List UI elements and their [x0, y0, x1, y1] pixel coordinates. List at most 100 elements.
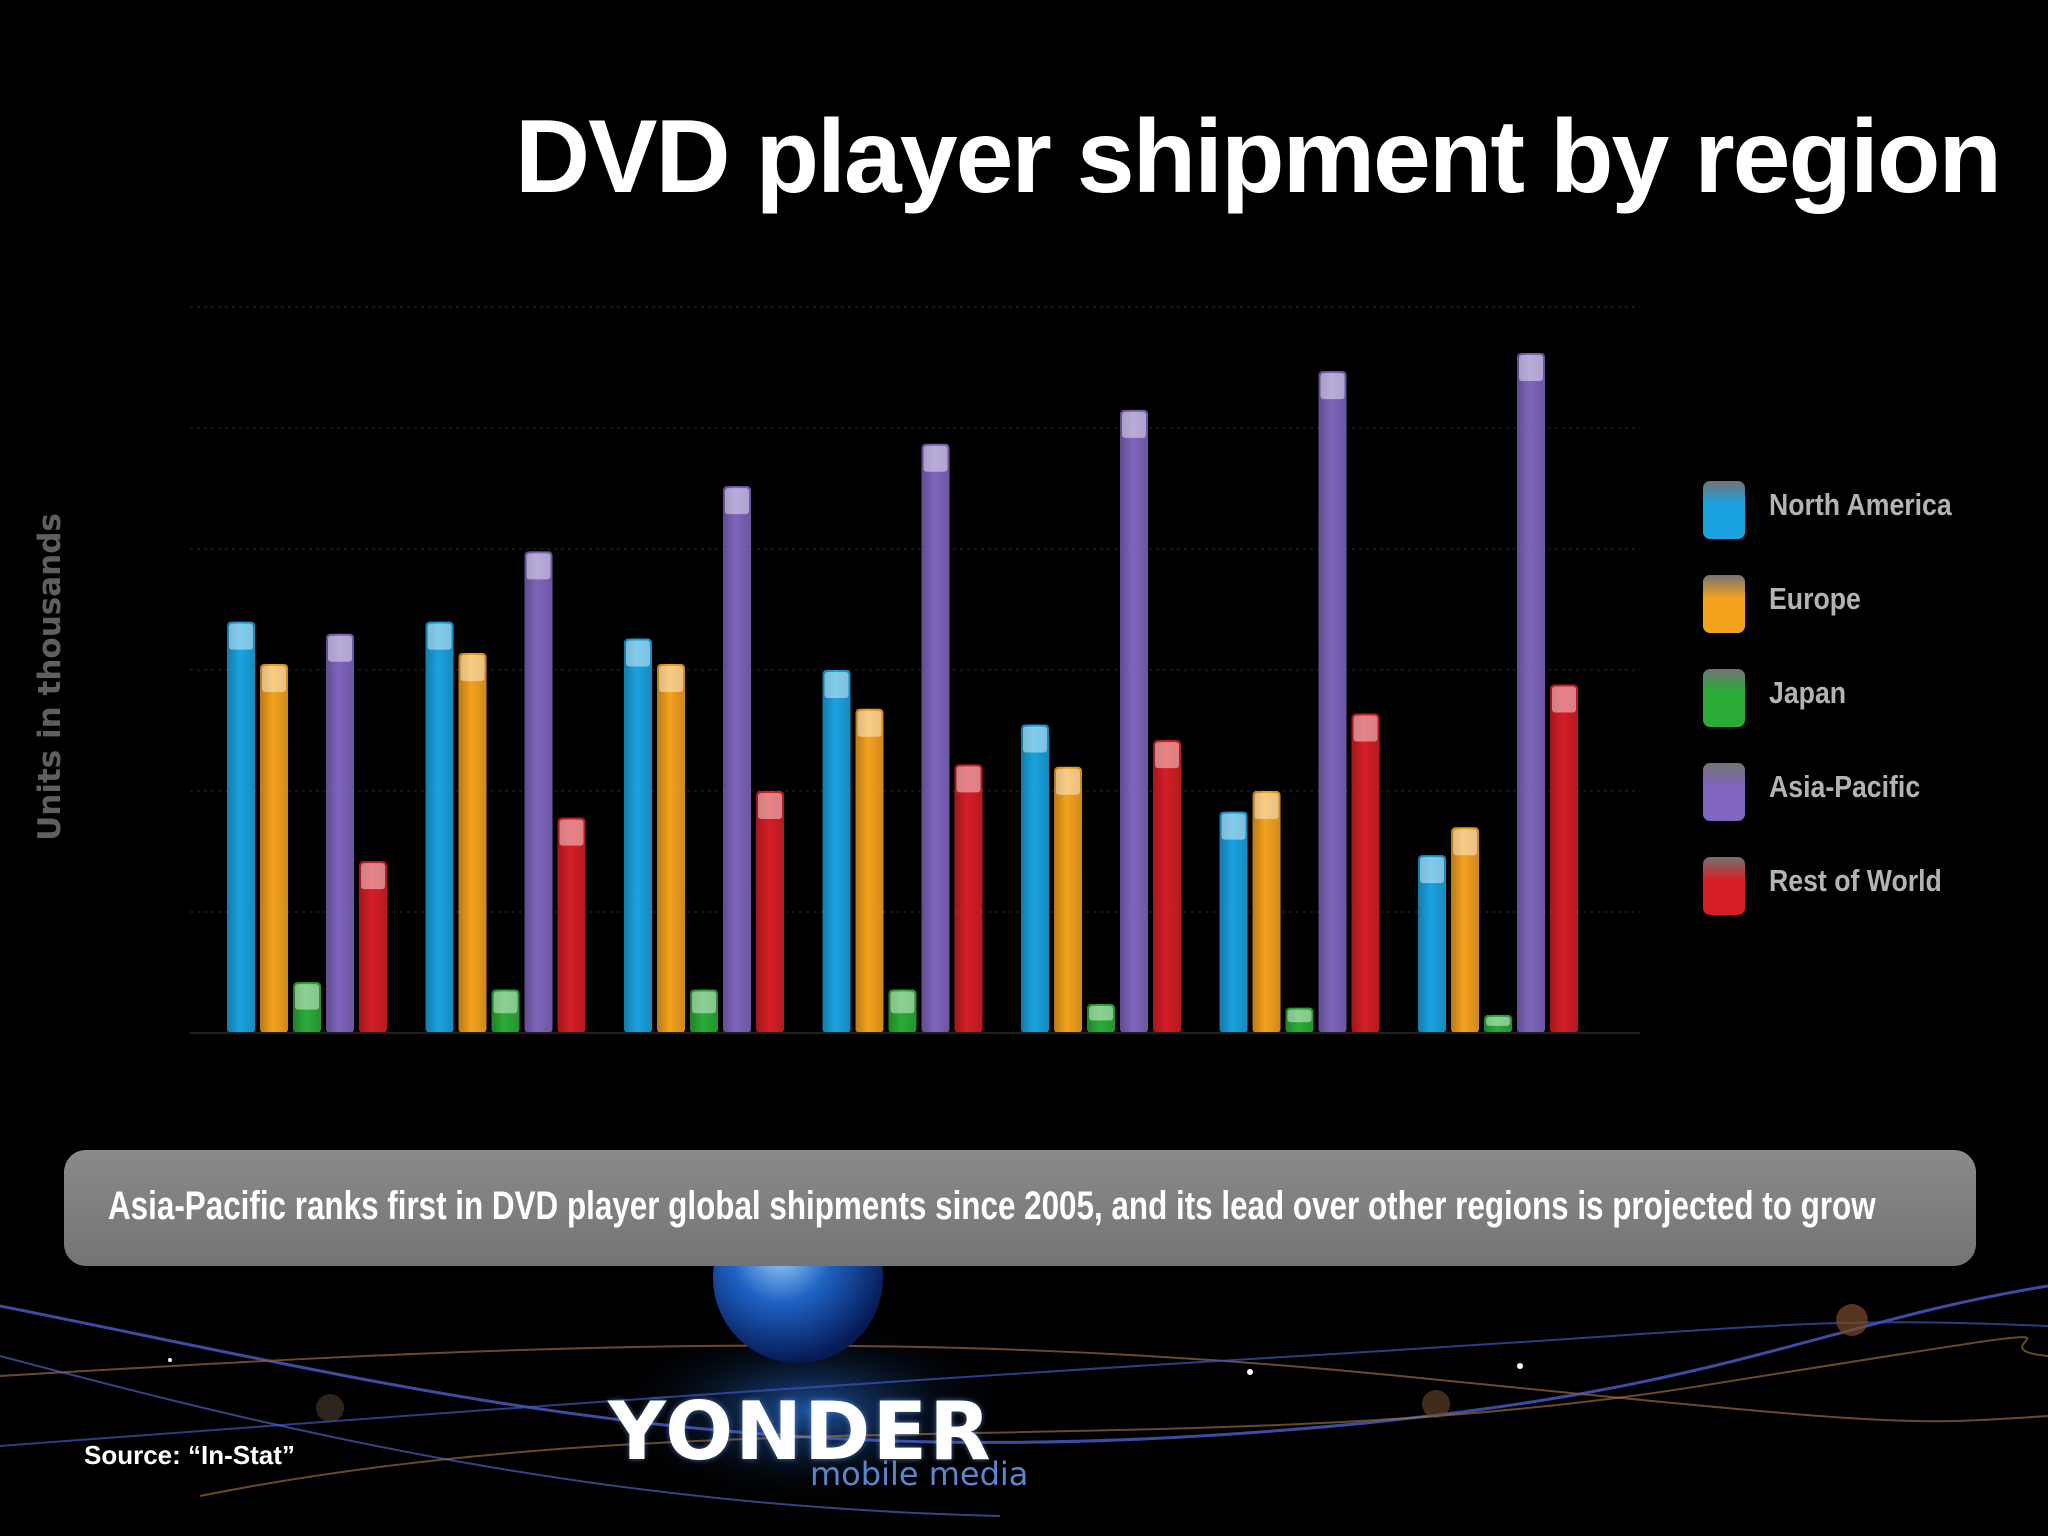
bar-highlight — [328, 635, 352, 662]
star-dot — [168, 1358, 172, 1362]
bar-highlight — [824, 672, 849, 698]
globe — [713, 1266, 883, 1363]
bar-asia-pacific — [1517, 352, 1545, 1034]
legend-swatch — [1703, 481, 1745, 539]
bar-highlight — [725, 488, 749, 515]
bar-highlight — [460, 655, 485, 682]
legend-swatch — [1703, 857, 1745, 915]
bar-japan — [1285, 1007, 1314, 1033]
bar-north-america — [1219, 811, 1248, 1033]
bar-highlight — [692, 991, 716, 1014]
bar-europe — [1451, 827, 1479, 1033]
bar-highlight — [1420, 857, 1444, 884]
bar-highlight — [1453, 829, 1477, 856]
bar-asia-pacific — [326, 633, 354, 1033]
bar-highlight — [1486, 1016, 1510, 1026]
callout-box: Asia-Pacific ranks first in DVD player g… — [64, 1150, 1976, 1266]
bar-japan — [1087, 1003, 1115, 1033]
bar-highlight — [1056, 768, 1080, 795]
swoosh-line — [199, 1336, 2048, 1497]
footer-decoration — [0, 1266, 2048, 1517]
bar-highlight — [1089, 1005, 1113, 1021]
bar-highlight — [229, 623, 253, 650]
bar-north-america — [1418, 855, 1446, 1033]
bar-europe — [260, 663, 288, 1033]
legend-swatch — [1703, 669, 1745, 727]
bar-asia-pacific — [524, 551, 553, 1033]
bar-north-america — [425, 621, 454, 1033]
bar-highlight — [427, 623, 452, 650]
y-axis-label: Units in thousands — [32, 513, 68, 841]
legend-label: Asia-Pacific — [1769, 769, 1921, 804]
legend-swatch — [1703, 575, 1745, 633]
bar-highlight — [559, 819, 584, 846]
bar-europe — [1054, 766, 1082, 1033]
bar-highlight — [361, 863, 385, 890]
bar-highlight — [526, 553, 551, 580]
callout-text: Asia-Pacific ranks first in DVD player g… — [108, 1184, 1876, 1228]
bar-rest-of-world — [1153, 740, 1181, 1033]
swoosh-line — [0, 1321, 2048, 1447]
yonder-logo: YONDER — [608, 1385, 993, 1478]
bar-asia-pacific — [1120, 409, 1148, 1034]
bars — [227, 352, 1578, 1034]
bar-rest-of-world — [1351, 713, 1380, 1033]
bar-japan — [1484, 1014, 1512, 1033]
bar-europe — [855, 708, 884, 1033]
source-note: Source: “In-Stat” — [84, 1440, 295, 1470]
star-dot — [1517, 1363, 1523, 1369]
star-dot — [1836, 1304, 1868, 1336]
bar-highlight — [1122, 411, 1146, 438]
bar-highlight — [1254, 793, 1279, 819]
bar-highlight — [262, 665, 286, 692]
bar-north-america — [822, 670, 851, 1033]
bar-europe — [1252, 791, 1281, 1033]
logo-tagline: mobile media — [810, 1455, 1029, 1493]
bar-highlight — [493, 991, 518, 1014]
bar-japan — [888, 989, 917, 1033]
legend-label: Rest of World — [1769, 863, 1942, 898]
bar-asia-pacific — [1318, 371, 1347, 1033]
star-dot — [1247, 1369, 1253, 1375]
bar-highlight — [1320, 373, 1345, 400]
legend-label: Europe — [1769, 581, 1861, 616]
bar-highlight — [956, 766, 981, 793]
swoosh-line — [0, 1284, 2048, 1444]
bar-highlight — [1287, 1009, 1312, 1023]
swoosh-line — [0, 1355, 1001, 1517]
bar-rest-of-world — [557, 817, 586, 1033]
bar-rest-of-world — [1550, 684, 1578, 1033]
bar-asia-pacific — [723, 486, 751, 1034]
bar-highlight — [1155, 742, 1179, 769]
bar-chart — [190, 306, 1640, 1034]
swoosh-line — [0, 1344, 2048, 1423]
bar-japan — [690, 989, 718, 1033]
bar-japan — [293, 982, 321, 1033]
star-dot — [1422, 1390, 1450, 1418]
chart-title: DVD player shipment by region — [515, 99, 2002, 215]
bar-highlight — [923, 445, 948, 472]
bar-rest-of-world — [756, 791, 784, 1033]
bar-highlight — [857, 710, 882, 737]
legend-label: North America — [1769, 487, 1952, 522]
bar-north-america — [227, 621, 255, 1033]
bar-highlight — [626, 640, 650, 667]
bar-highlight — [1353, 715, 1378, 742]
bar-north-america — [1021, 724, 1049, 1033]
bar-highlight — [1552, 686, 1576, 713]
bar-europe — [458, 653, 487, 1033]
bar-highlight — [1519, 354, 1543, 381]
bar-rest-of-world — [359, 861, 387, 1033]
bar-asia-pacific — [921, 443, 950, 1034]
bar-highlight — [295, 984, 319, 1010]
bar-highlight — [1023, 726, 1047, 753]
legend-label: Japan — [1769, 675, 1847, 710]
bar-europe — [657, 663, 685, 1033]
globe-glow — [605, 1316, 1015, 1506]
star-dot — [316, 1394, 344, 1422]
bar-highlight — [890, 991, 915, 1014]
bar-rest-of-world — [954, 764, 983, 1033]
bar-highlight — [758, 793, 782, 819]
bar-north-america — [624, 638, 652, 1033]
